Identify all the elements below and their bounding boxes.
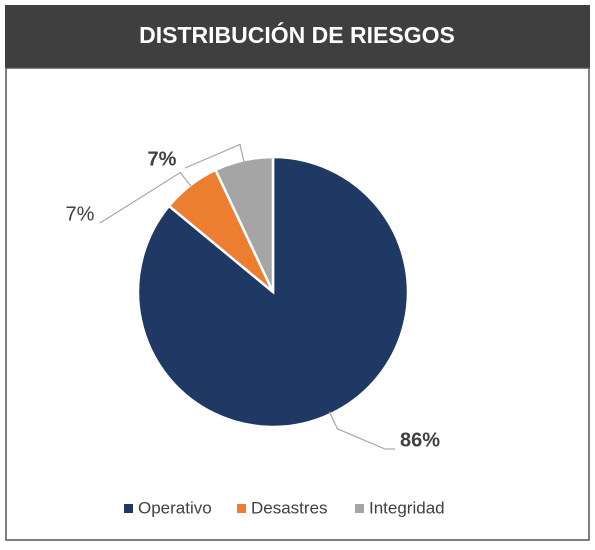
leader-line — [328, 411, 386, 450]
data-label: 7% — [148, 148, 177, 170]
legend-label: Integridad — [369, 498, 445, 517]
header-band — [5, 5, 590, 68]
legend-swatch — [355, 504, 364, 513]
data-label: 7% — [66, 203, 95, 225]
legend-label: Operativo — [138, 498, 212, 517]
chart-title: DISTRIBUCIÓN DE RIESGOS — [139, 21, 455, 48]
legend-swatch — [237, 504, 246, 513]
leader-line — [184, 143, 245, 169]
data-label: 86% — [400, 429, 440, 451]
legend-label: Desastres — [251, 498, 328, 517]
legend-swatch — [124, 504, 133, 513]
leader-line — [99, 171, 193, 224]
